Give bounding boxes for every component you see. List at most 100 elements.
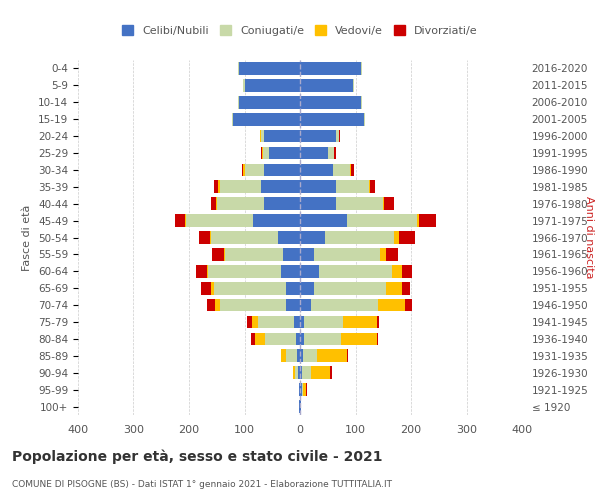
Bar <box>220 299 286 312</box>
Bar <box>416 214 419 227</box>
Bar <box>300 350 303 362</box>
Bar <box>212 248 224 260</box>
Bar <box>296 332 300 345</box>
Bar <box>339 130 340 142</box>
Bar <box>300 96 361 108</box>
Bar <box>336 198 383 210</box>
Bar <box>300 62 361 75</box>
Bar <box>293 366 295 379</box>
Bar <box>244 79 245 92</box>
Bar <box>300 180 336 193</box>
Bar <box>370 180 375 193</box>
Bar <box>208 265 281 278</box>
Bar <box>232 113 233 126</box>
Bar <box>238 96 239 108</box>
Text: Popolazione per età, sesso e stato civile - 2021: Popolazione per età, sesso e stato civil… <box>12 450 383 464</box>
Bar <box>300 231 325 244</box>
Bar <box>211 198 215 210</box>
Bar <box>314 282 386 294</box>
Bar <box>377 316 379 328</box>
Bar <box>300 400 301 413</box>
Bar <box>364 113 365 126</box>
Bar <box>394 231 399 244</box>
Bar <box>300 366 302 379</box>
Bar <box>260 130 261 142</box>
Bar <box>283 248 300 260</box>
Bar <box>334 146 335 160</box>
Bar <box>300 282 314 294</box>
Bar <box>392 265 401 278</box>
Bar <box>259 316 295 328</box>
Bar <box>239 96 300 108</box>
Bar <box>343 316 377 328</box>
Bar <box>261 180 300 193</box>
Bar <box>347 350 348 362</box>
Bar <box>300 214 347 227</box>
Bar <box>252 316 259 328</box>
Bar <box>214 180 218 193</box>
Bar <box>245 79 300 92</box>
Bar <box>286 282 300 294</box>
Bar <box>300 316 304 328</box>
Bar <box>341 332 377 345</box>
Bar <box>336 130 339 142</box>
Bar <box>264 164 300 176</box>
Bar <box>330 366 332 379</box>
Bar <box>386 248 398 260</box>
Bar <box>175 214 185 227</box>
Bar <box>247 316 252 328</box>
Bar <box>299 384 300 396</box>
Bar <box>317 350 347 362</box>
Bar <box>325 231 394 244</box>
Y-axis label: Anni di nascita: Anni di nascita <box>584 196 594 279</box>
Bar <box>264 130 300 142</box>
Bar <box>300 198 336 210</box>
Bar <box>297 350 300 362</box>
Bar <box>377 332 378 345</box>
Bar <box>239 62 300 75</box>
Bar <box>265 332 296 345</box>
Bar <box>211 282 214 294</box>
Bar <box>300 79 353 92</box>
Bar <box>214 282 286 294</box>
Bar <box>306 384 307 396</box>
Bar <box>300 299 311 312</box>
Bar <box>295 316 300 328</box>
Bar <box>281 265 300 278</box>
Bar <box>347 214 416 227</box>
Bar <box>211 231 278 244</box>
Bar <box>304 384 306 396</box>
Bar <box>353 79 354 92</box>
Bar <box>224 248 225 260</box>
Bar <box>361 62 362 75</box>
Bar <box>185 214 186 227</box>
Bar <box>207 299 215 312</box>
Bar <box>218 180 220 193</box>
Bar <box>378 299 406 312</box>
Bar <box>304 316 343 328</box>
Bar <box>351 164 354 176</box>
Bar <box>196 265 208 278</box>
Bar <box>215 299 220 312</box>
Bar <box>399 231 415 244</box>
Bar <box>334 164 350 176</box>
Bar <box>210 231 211 244</box>
Bar <box>215 198 217 210</box>
Bar <box>217 198 264 210</box>
Bar <box>286 350 297 362</box>
Bar <box>300 384 302 396</box>
Bar <box>261 130 264 142</box>
Bar <box>253 214 300 227</box>
Bar <box>299 400 300 413</box>
Bar <box>401 282 410 294</box>
Bar <box>244 164 245 176</box>
Bar <box>302 384 304 396</box>
Bar <box>233 113 300 126</box>
Bar <box>419 214 436 227</box>
Bar <box>311 366 330 379</box>
Bar <box>220 180 261 193</box>
Bar <box>264 198 300 210</box>
Bar <box>304 332 341 345</box>
Bar <box>350 164 351 176</box>
Bar <box>300 130 336 142</box>
